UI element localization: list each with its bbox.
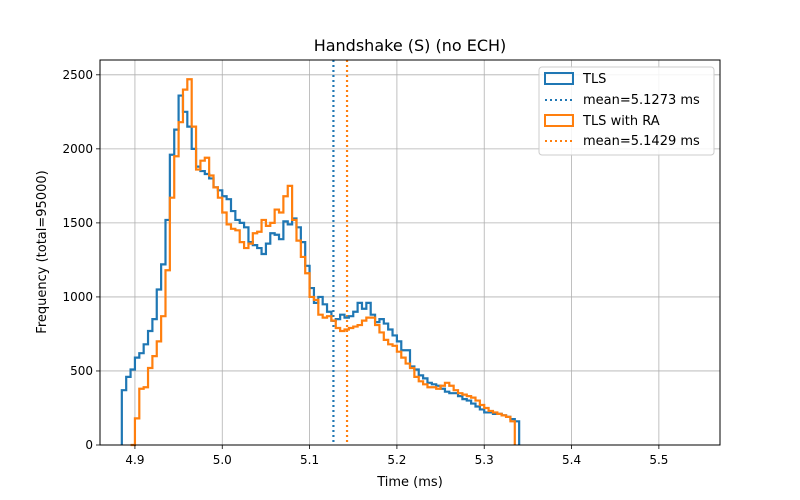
histogram-series-1 bbox=[130, 78, 516, 447]
x-tick-label: 4.9 bbox=[125, 453, 144, 467]
legend-swatch-tls bbox=[544, 72, 574, 85]
x-tick-label: 5.0 bbox=[213, 453, 232, 467]
histogram-series-0 bbox=[120, 94, 521, 445]
x-tick-label: 5.2 bbox=[387, 453, 406, 467]
y-axis-label: Frequency (total=95000) bbox=[35, 170, 50, 333]
plot-frame bbox=[99, 59, 721, 446]
y-axis-ticks: 0 500 1000 1500 2000 2500 bbox=[62, 68, 100, 452]
legend-swatch-tls-ra bbox=[544, 114, 574, 127]
mean-lines bbox=[332, 60, 349, 445]
x-tick-label: 5.4 bbox=[562, 453, 581, 467]
legend-label-tls: TLS bbox=[582, 72, 606, 87]
legend-box bbox=[538, 66, 715, 156]
y-tick-label: 0 bbox=[85, 438, 93, 452]
chart-title: Handshake (S) (no ECH) bbox=[314, 36, 507, 55]
x-axis-ticks: 4.9 5.0 5.1 5.2 5.3 5.4 5.5 bbox=[125, 445, 668, 467]
y-tick-label: 2000 bbox=[62, 142, 93, 156]
histogram-steps bbox=[120, 78, 521, 447]
y-tick-label: 2500 bbox=[62, 68, 93, 82]
x-axis-label: Time (ms) bbox=[376, 475, 443, 490]
x-tick-label: 5.5 bbox=[649, 453, 668, 467]
legend-label-mean-tls-ra: mean=5.1429 ms bbox=[583, 134, 700, 149]
y-tick-label: 500 bbox=[70, 364, 93, 378]
legend-label-mean-tls: mean=5.1273 ms bbox=[583, 93, 700, 108]
x-tick-label: 5.3 bbox=[475, 453, 494, 467]
y-tick-label: 1000 bbox=[62, 290, 93, 304]
x-tick-label: 5.1 bbox=[300, 453, 319, 467]
legend: TLS mean=5.1273 ms TLS with RA mean=5.14… bbox=[538, 66, 715, 156]
y-tick-label: 1500 bbox=[62, 216, 93, 230]
legend-label-tls-ra: TLS with RA bbox=[582, 114, 660, 129]
